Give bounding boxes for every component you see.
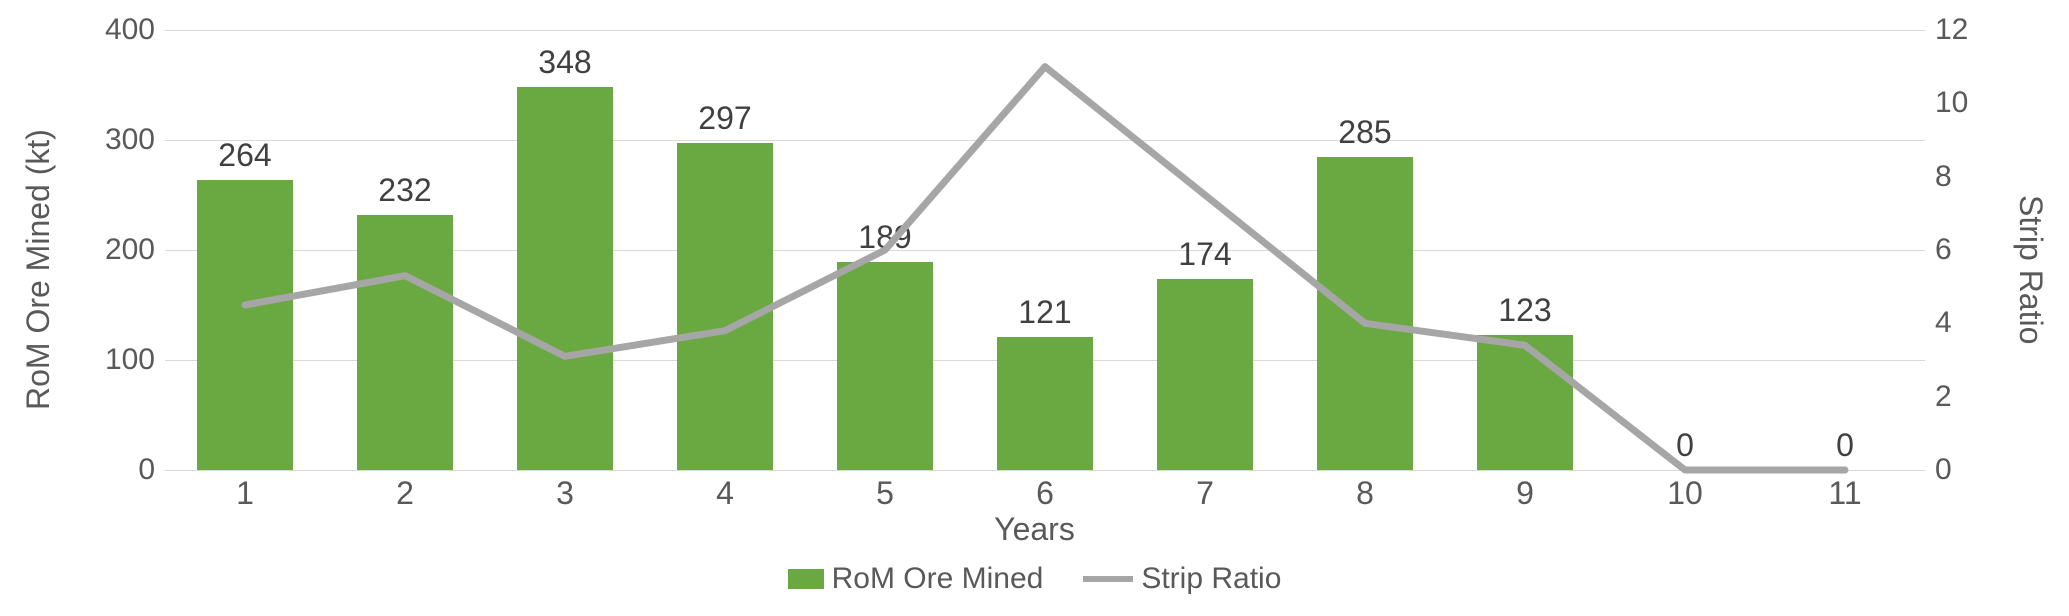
x-ticks: 1234567891011	[165, 475, 1925, 512]
y2-tick: 4	[1935, 306, 1952, 340]
legend-item-bars: RoM Ore Mined	[788, 562, 1044, 596]
x-tick: 11	[1765, 475, 1925, 512]
y1-tick: 300	[105, 123, 155, 157]
grid-line	[165, 470, 1925, 471]
legend-swatch-line-icon	[1083, 576, 1133, 582]
legend-swatch-bar-icon	[788, 569, 824, 589]
legend-item-line: Strip Ratio	[1083, 562, 1281, 596]
legend-label-line: Strip Ratio	[1141, 562, 1281, 596]
y2-tick: 8	[1935, 160, 1952, 194]
legend: RoM Ore Mined Strip Ratio	[20, 562, 2049, 596]
strip-ratio-line	[165, 30, 1925, 470]
x-tick: 7	[1125, 475, 1285, 512]
y1-axis-label: RoM Ore Mined (kt)	[20, 70, 57, 470]
y2-tick: 0	[1935, 453, 1952, 487]
plot-area: 0100200300400024681012 26423234829718912…	[165, 30, 1925, 470]
y2-tick: 2	[1935, 380, 1952, 414]
x-tick: 8	[1285, 475, 1445, 512]
x-tick: 3	[485, 475, 645, 512]
y2-axis-label: Strip Ratio	[2012, 70, 2049, 470]
x-tick: 6	[965, 475, 1125, 512]
y1-tick: 400	[105, 13, 155, 47]
x-tick: 10	[1605, 475, 1765, 512]
y2-tick: 6	[1935, 233, 1952, 267]
y1-tick: 200	[105, 233, 155, 267]
x-axis-label: Years	[20, 511, 2049, 548]
y1-tick: 100	[105, 343, 155, 377]
x-tick: 1	[165, 475, 325, 512]
strip-ratio-polyline	[245, 67, 1845, 470]
mining-chart: RoM Ore Mined (kt) Strip Ratio 010020030…	[20, 20, 2049, 596]
x-tick: 5	[805, 475, 965, 512]
y2-tick: 12	[1935, 13, 1968, 47]
x-tick: 9	[1445, 475, 1605, 512]
y2-tick: 10	[1935, 86, 1968, 120]
x-tick: 2	[325, 475, 485, 512]
y1-tick: 0	[138, 453, 155, 487]
x-tick: 4	[645, 475, 805, 512]
legend-label-bars: RoM Ore Mined	[832, 562, 1044, 596]
